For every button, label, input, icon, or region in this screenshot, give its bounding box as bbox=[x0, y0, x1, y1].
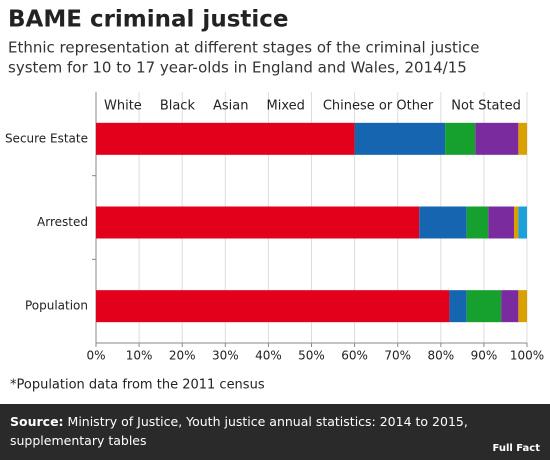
bar-segment bbox=[96, 290, 450, 323]
bar-segment bbox=[354, 122, 446, 155]
x-tick-label: 0% bbox=[86, 349, 105, 363]
legend-label: Not Stated bbox=[451, 99, 521, 114]
footer: Source: Ministry of Justice, Youth justi… bbox=[0, 404, 550, 460]
logo: Full Fact bbox=[492, 443, 541, 454]
y-tick-label: Population bbox=[25, 299, 88, 313]
x-tick-label: 60% bbox=[341, 349, 368, 363]
bar-segment bbox=[518, 290, 527, 323]
bar-segment bbox=[514, 206, 519, 239]
x-tick-label: 30% bbox=[212, 349, 239, 363]
bar-segment bbox=[475, 122, 519, 155]
source-text: Ministry of Justice, Youth justice annua… bbox=[10, 414, 468, 448]
subtitle: Ethnic representation at different stage… bbox=[8, 39, 480, 57]
note: *Population data from the 2011 census bbox=[10, 378, 265, 393]
legend-label: White bbox=[104, 99, 142, 114]
bar-segment bbox=[445, 122, 476, 155]
x-tick-label: 50% bbox=[298, 349, 325, 363]
bar-segment bbox=[96, 206, 420, 239]
x-tick-label: 100% bbox=[510, 349, 544, 363]
legend-label: Black bbox=[160, 99, 196, 114]
bar-segment bbox=[419, 206, 467, 239]
x-tick-label: 20% bbox=[169, 349, 196, 363]
legend-label: Asian bbox=[213, 99, 248, 114]
x-tick-label: 40% bbox=[255, 349, 282, 363]
legend-label: Chinese or Other bbox=[323, 99, 434, 114]
chart: BAME criminal justice Ethnic representat… bbox=[5, 7, 544, 393]
x-tick-label: 90% bbox=[471, 349, 498, 363]
bar-segment bbox=[518, 206, 527, 239]
bar-segment bbox=[501, 290, 519, 323]
bar-segment bbox=[449, 290, 467, 323]
x-tick-label: 80% bbox=[427, 349, 454, 363]
bar-segment bbox=[488, 206, 515, 239]
source: Source: Ministry of Justice, Youth justi… bbox=[10, 412, 480, 450]
y-tick-label: Arrested bbox=[37, 215, 88, 229]
legend-label: Mixed bbox=[266, 99, 304, 114]
subtitle: system for 10 to 17 year-olds in England… bbox=[8, 59, 467, 77]
x-tick-label: 70% bbox=[384, 349, 411, 363]
bar-segment bbox=[466, 290, 502, 323]
y-tick-label: Secure Estate bbox=[5, 131, 88, 145]
bar-segment bbox=[96, 122, 355, 155]
source-label: Source: bbox=[10, 414, 64, 429]
chart-title: BAME criminal justice bbox=[8, 7, 289, 33]
bar-segment bbox=[466, 206, 489, 239]
bar-segment bbox=[518, 122, 527, 155]
x-tick-label: 10% bbox=[126, 349, 153, 363]
